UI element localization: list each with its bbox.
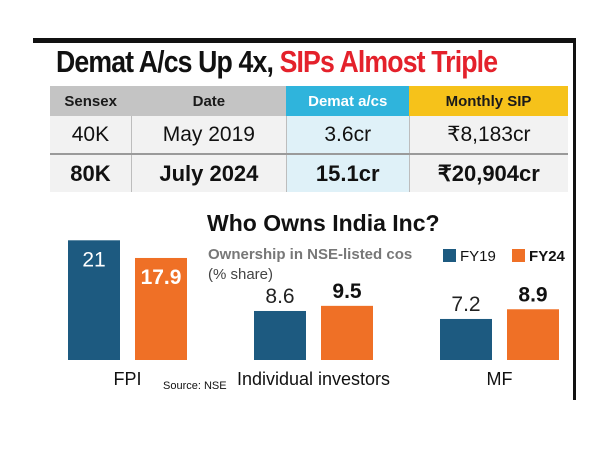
headline-accent: SIPs Almost Triple <box>279 44 498 79</box>
data-label: 8.9 <box>518 283 547 306</box>
legend-item-fy19: FY19 <box>443 248 496 265</box>
cell-sip: ₹20,904cr <box>409 154 568 192</box>
cell-sensex: 40K <box>50 116 132 155</box>
category-label: MF <box>487 369 513 389</box>
cell-date: May 2019 <box>131 116 287 155</box>
legend-item-fy24: FY24 <box>512 248 565 265</box>
cell-date: July 2024 <box>131 154 287 192</box>
legend-swatch-fy19 <box>443 249 456 262</box>
legend-swatch-fy24 <box>512 249 526 262</box>
legend-label-fy24: FY24 <box>529 248 565 265</box>
header-date: Date <box>131 86 287 116</box>
data-label: 8.6 <box>265 285 294 308</box>
kpi-table: Sensex Date Demat a/cs Monthly SIP 40K M… <box>50 86 568 192</box>
headline: Demat A/cs Up 4x, SIPs Almost Triple <box>56 44 498 80</box>
chart-legend: FY19 FY24 <box>443 248 577 265</box>
bar-fy19-2 <box>440 318 492 360</box>
headline-main: Demat A/cs Up 4x, <box>56 44 280 79</box>
header-monthly-sip: Monthly SIP <box>409 86 568 116</box>
cell-demat: 15.1cr <box>286 154 410 192</box>
bar-fy19-1 <box>254 310 306 360</box>
kpi-header-row: Sensex Date Demat a/cs Monthly SIP <box>50 86 568 116</box>
category-label: FPI <box>113 369 141 389</box>
bar-fy24-0 <box>135 257 187 360</box>
data-label: 9.5 <box>332 280 362 303</box>
chart-title: Who Owns India Inc? <box>207 210 440 236</box>
bar-fy19-0 <box>68 240 120 360</box>
panel-frame <box>33 38 576 400</box>
data-label: 21 <box>82 248 105 271</box>
chart-subtitle: Ownership in NSE-listed cos (% share) <box>208 245 412 285</box>
category-label: Individual investors <box>237 369 390 389</box>
data-label: 7.2 <box>451 293 480 316</box>
bar-fy24-2 <box>507 309 559 360</box>
chart-subtitle-main: Ownership in NSE-listed cos <box>208 246 413 263</box>
header-sensex: Sensex <box>50 86 132 116</box>
cell-sensex: 80K <box>50 154 132 192</box>
legend-label-fy19: FY19 <box>460 248 496 265</box>
table-row: 40K May 2019 3.6cr ₹8,183cr <box>50 116 568 155</box>
header-demat: Demat a/cs <box>286 86 410 116</box>
data-label: 17.9 <box>141 266 182 289</box>
table-row: 80K July 2024 15.1cr ₹20,904cr <box>50 154 568 192</box>
chart-subtitle-unit: (% share) <box>208 266 274 283</box>
chart-source: Source: NSE <box>163 380 227 392</box>
cell-sip: ₹8,183cr <box>409 116 568 155</box>
cell-demat: 3.6cr <box>286 116 410 155</box>
bar-fy24-1 <box>321 305 373 360</box>
